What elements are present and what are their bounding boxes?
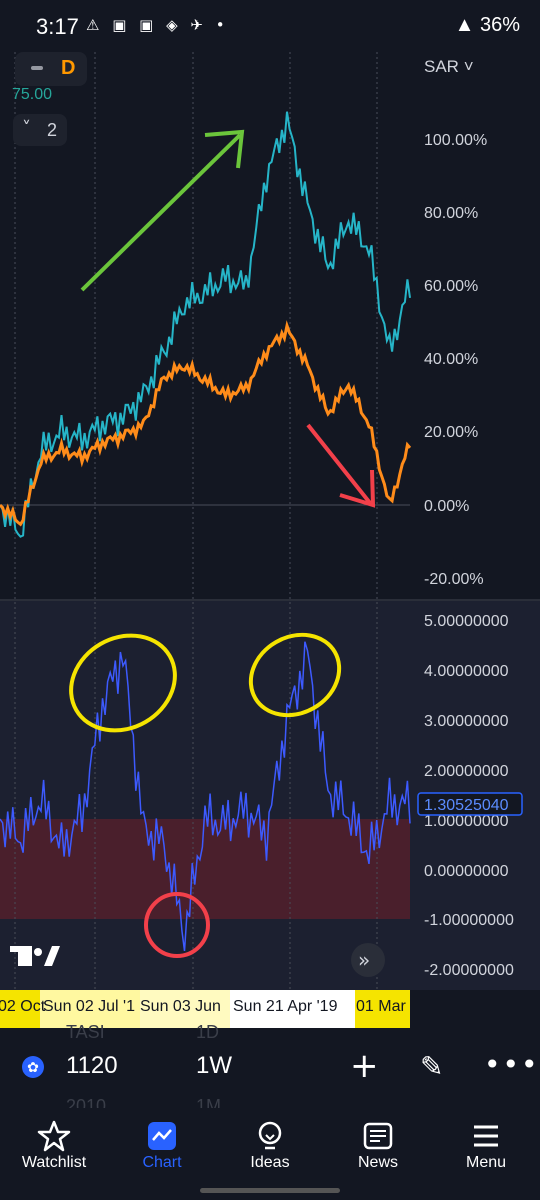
tab-label: News	[357, 1154, 398, 1171]
interval-badge-group[interactable]: D	[15, 52, 87, 86]
star-icon	[37, 1120, 71, 1152]
axis-tick: 0.00%	[424, 498, 469, 515]
tab-chart[interactable]: Chart	[108, 1108, 216, 1200]
time-gridlines	[14, 52, 378, 990]
minimize-icon[interactable]	[31, 66, 43, 70]
osc-value-badge	[417, 792, 523, 816]
tab-label: Chart	[142, 1154, 182, 1171]
chevron-down-icon: ˅	[22, 118, 31, 139]
down-arrow-annotation	[306, 423, 376, 508]
axis-tick: 3.00000000	[424, 713, 509, 730]
osc-value-text: 1.30525040	[424, 797, 509, 814]
axis-tick: 80.00%	[424, 205, 478, 222]
drawing-pen-icon[interactable]: ✎	[420, 1050, 444, 1083]
axis-tick: 100.00%	[424, 132, 487, 149]
axis-tick: 4.00000000	[424, 663, 509, 680]
symbol-selector[interactable]: 1120	[66, 1052, 118, 1079]
scroll-to-realtime-button[interactable]	[351, 943, 385, 977]
ghost-symbol-top: TASI	[66, 1022, 105, 1042]
spike-highlight-circle-1	[69, 633, 177, 733]
interval-badge: D	[61, 57, 76, 79]
price-label: 75.00	[12, 86, 53, 103]
signal-icon: ▲	[454, 14, 475, 36]
main-axis-pane[interactable]	[410, 52, 540, 600]
interval-selector[interactable]: 1W	[196, 1052, 232, 1079]
tab-news[interactable]: News	[324, 1108, 432, 1200]
add-plus-icon[interactable]: +	[350, 1046, 379, 1086]
tab-watchlist[interactable]: Watchlist	[0, 1108, 108, 1200]
time-axis[interactable]: 02 Oct Sun 02 Jul '1 Sun 03 Jun Sun 21 A…	[0, 990, 410, 1028]
axis-tick: -2.00000000	[424, 962, 514, 979]
oscillator-band	[0, 819, 410, 919]
date-label: Sun 21 Apr '19	[233, 998, 338, 1015]
main-price-axis[interactable]: 100.00% 80.00% 60.00% 40.00% 20.00% 0.00…	[424, 132, 487, 588]
bottom-tab-bar: Watchlist Chart Ideas News Menu	[0, 1108, 540, 1200]
oscillator-axis[interactable]: 5.00000000 4.00000000 3.00000000 2.00000…	[424, 613, 514, 979]
tab-label: Watchlist	[21, 1154, 87, 1171]
oscillator-line	[0, 641, 411, 951]
series-secondary-line	[0, 320, 412, 527]
axis-tick: 40.00%	[424, 351, 478, 368]
status-time: 3:17	[36, 14, 79, 39]
battery-text: 36%	[479, 14, 520, 36]
status-right: ▲ 36%	[455, 14, 520, 37]
axis-tick: -20.00%	[424, 571, 484, 588]
symbol-logo-icon[interactable]: ✿	[22, 1056, 44, 1078]
more-dots-icon[interactable]: •••	[484, 1048, 540, 1081]
low-highlight-circle	[144, 892, 210, 958]
spike-highlight-circle-2	[248, 632, 342, 718]
axis-tick: 20.00%	[424, 424, 478, 441]
axis-tick: 0.00000000	[424, 863, 509, 880]
ghost-interval-top: 1D	[196, 1022, 220, 1042]
indicators-toggle[interactable]: ˅ 2	[13, 114, 67, 146]
chart-area[interactable]: 100.00% 80.00% 60.00% 40.00% 20.00% 0.00…	[0, 52, 540, 990]
status-bar: 3:17 ⚠ ▣ ▣ ◈ ✈ • ▲ 36%	[0, 0, 540, 52]
notification-icons: ⚠ ▣ ▣ ◈ ✈ •	[86, 16, 229, 34]
axis-tick: -1.00000000	[424, 912, 514, 929]
axis-tick: 2.00000000	[424, 763, 509, 780]
tab-menu[interactable]: Menu	[432, 1108, 540, 1200]
series-primary-line	[0, 111, 411, 538]
home-indicator	[200, 1188, 340, 1193]
date-label: Sun 02 Jul '1	[43, 998, 136, 1015]
tab-ideas[interactable]: Ideas	[216, 1108, 324, 1200]
axis-tick: 1.00000000	[424, 813, 509, 830]
chart-toolbar: TASI 1D 2010 1M ✿ 1120 1W + ✎ •••	[0, 1022, 540, 1116]
double-chevron-right-icon: »	[358, 948, 370, 972]
axis-tick: 5.00000000	[424, 613, 509, 630]
up-arrow-annotation	[80, 129, 245, 292]
currency-selector[interactable]: SAR ˅	[424, 57, 474, 76]
chart-svg[interactable]: 100.00% 80.00% 60.00% 40.00% 20.00% 0.00…	[0, 52, 540, 990]
date-label: 02 Oct	[0, 998, 46, 1015]
hamburger-menu-icon	[474, 1125, 498, 1147]
chart-icon	[148, 1122, 176, 1150]
axis-tick: 60.00%	[424, 278, 478, 295]
tab-label: Ideas	[250, 1154, 290, 1171]
newspaper-icon	[363, 1122, 393, 1150]
indicators-count: 2	[47, 120, 58, 140]
tab-label: Menu	[465, 1154, 507, 1171]
tradingview-logo-icon	[10, 946, 60, 966]
main-pane	[0, 52, 410, 600]
date-label: Sun 03 Jun	[140, 998, 221, 1015]
date-label: 01 Mar	[356, 998, 406, 1015]
lightbulb-icon	[258, 1121, 282, 1150]
